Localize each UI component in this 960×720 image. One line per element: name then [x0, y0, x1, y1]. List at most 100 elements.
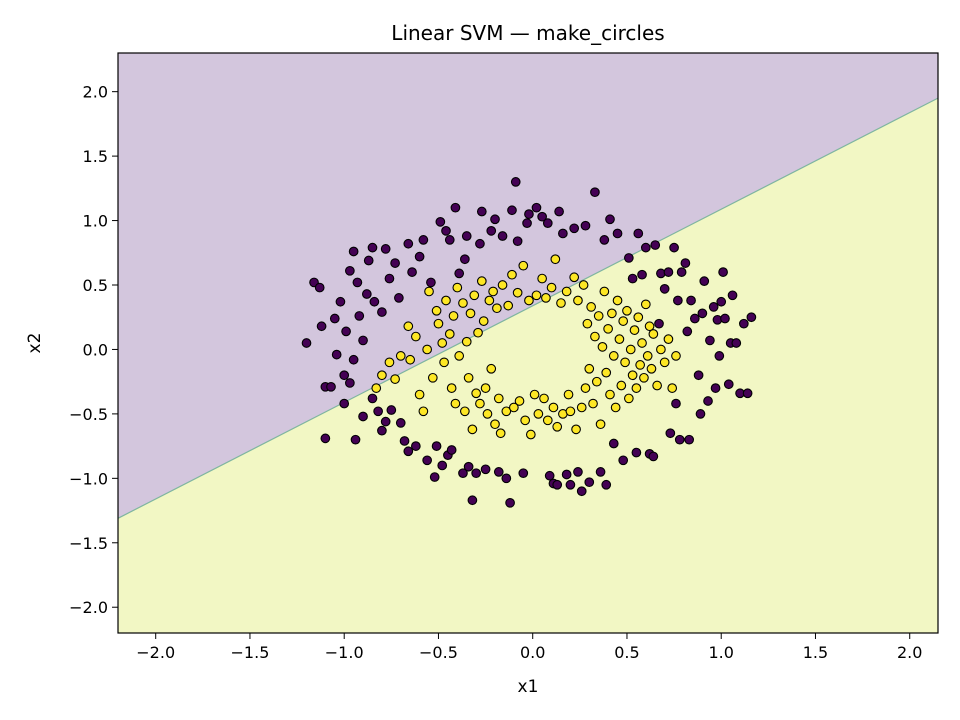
data-point-class-1	[460, 406, 470, 417]
data-point-class-0	[524, 209, 534, 219]
data-point-class-0	[377, 425, 387, 436]
y-tick-label: 0.5	[83, 276, 108, 295]
data-point-class-1	[525, 429, 536, 440]
plot-content	[118, 53, 938, 633]
data-point-class-0	[461, 231, 472, 241]
y-tick-label: 1.0	[83, 212, 108, 231]
data-point-class-1	[390, 374, 400, 384]
data-point-class-1	[424, 286, 434, 297]
data-point-class-0	[301, 338, 312, 348]
plot-area	[118, 53, 938, 633]
y-tick-label: 2.0	[83, 83, 108, 102]
data-point-class-0	[460, 254, 470, 265]
data-point-class-1	[561, 286, 572, 297]
data-point-class-0	[435, 216, 446, 227]
data-point-class-1	[656, 344, 666, 355]
data-point-class-1	[635, 360, 646, 370]
data-point-class-1	[433, 318, 444, 329]
data-point-class-1	[542, 415, 553, 426]
series-class-0	[301, 177, 757, 508]
data-point-class-0	[746, 312, 757, 323]
data-point-class-0	[369, 296, 380, 307]
data-point-class-1	[639, 372, 649, 383]
data-point-class-0	[352, 277, 363, 288]
data-point-class-1	[552, 421, 563, 432]
data-point-class-0	[650, 240, 661, 250]
data-point-class-0	[580, 220, 591, 231]
data-point-class-1	[450, 398, 461, 409]
data-point-class-0	[710, 383, 721, 393]
chart-title: Linear SVM — make_circles	[391, 21, 664, 45]
data-point-class-0	[444, 235, 455, 245]
data-point-class-0	[695, 409, 706, 419]
data-point-class-1	[384, 357, 395, 368]
data-point-class-0	[599, 235, 610, 245]
data-point-class-1	[610, 402, 621, 413]
data-point-class-1	[463, 372, 474, 383]
x-tick-label: 0.0	[520, 643, 545, 662]
data-point-class-1	[371, 383, 382, 393]
data-point-class-1	[548, 402, 559, 413]
data-point-class-1	[569, 272, 580, 283]
data-point-class-1	[597, 342, 608, 352]
data-point-class-0	[584, 477, 595, 488]
data-point-class-1	[642, 351, 653, 361]
data-point-class-1	[588, 398, 598, 409]
data-point-class-0	[395, 418, 406, 428]
data-point-class-0	[631, 447, 642, 458]
data-point-class-1	[667, 383, 678, 393]
data-point-class-0	[505, 497, 515, 508]
data-point-class-1	[637, 338, 647, 348]
data-point-class-1	[576, 402, 587, 413]
data-point-class-0	[486, 226, 497, 236]
data-point-class-1	[627, 370, 638, 381]
data-point-class-0	[454, 268, 465, 279]
data-point-class-1	[427, 372, 438, 383]
data-point-class-1	[671, 351, 681, 361]
data-point-class-0	[414, 251, 425, 262]
data-point-class-0	[512, 236, 523, 247]
data-point-class-0	[341, 326, 351, 337]
data-point-class-1	[471, 388, 482, 399]
data-point-class-0	[458, 468, 468, 479]
data-point-class-1	[663, 334, 674, 344]
data-point-class-0	[501, 473, 512, 484]
data-point-class-0	[380, 244, 391, 254]
data-point-class-1	[573, 295, 583, 306]
data-point-class-1	[478, 316, 489, 326]
data-point-class-0	[367, 242, 378, 253]
x-axis: −2.0 −1.5 −1.0 −0.5 0.0 0.5 1.0 1.5 2.0	[136, 633, 922, 662]
data-point-class-0	[426, 277, 436, 288]
data-point-class-1	[444, 329, 455, 339]
data-point-class-1	[620, 357, 630, 368]
data-point-class-1	[652, 380, 662, 391]
data-point-class-1	[622, 305, 632, 316]
data-point-class-0	[507, 205, 517, 216]
data-point-class-1	[624, 393, 634, 404]
decision-region-class-1	[118, 98, 938, 633]
x-axis-label: x1	[518, 677, 539, 697]
data-point-class-1	[482, 409, 493, 419]
data-point-class-0	[676, 267, 687, 277]
data-point-class-0	[693, 370, 704, 381]
data-point-class-0	[612, 228, 623, 239]
data-point-class-0	[576, 486, 587, 497]
data-point-class-0	[407, 267, 417, 277]
data-point-class-1	[473, 327, 483, 338]
y-axis: −2.0 −1.5 −1.0 −0.5 0.0 0.5 1.0 1.5 2.0	[69, 83, 118, 617]
data-point-class-0	[716, 296, 727, 307]
data-point-class-1	[608, 351, 619, 361]
data-point-class-1	[646, 363, 657, 374]
data-point-class-0	[718, 267, 728, 277]
data-point-class-0	[673, 295, 683, 306]
data-point-class-1	[493, 393, 504, 404]
data-point-class-0	[339, 398, 350, 409]
data-point-class-0	[671, 398, 681, 409]
data-point-class-0	[723, 379, 734, 390]
data-point-class-1	[486, 363, 497, 374]
data-point-class-1	[503, 300, 514, 311]
data-point-class-1	[529, 389, 540, 400]
data-point-class-0	[399, 436, 410, 446]
data-point-class-1	[431, 305, 442, 316]
y-tick-label: −2.0	[69, 598, 108, 617]
